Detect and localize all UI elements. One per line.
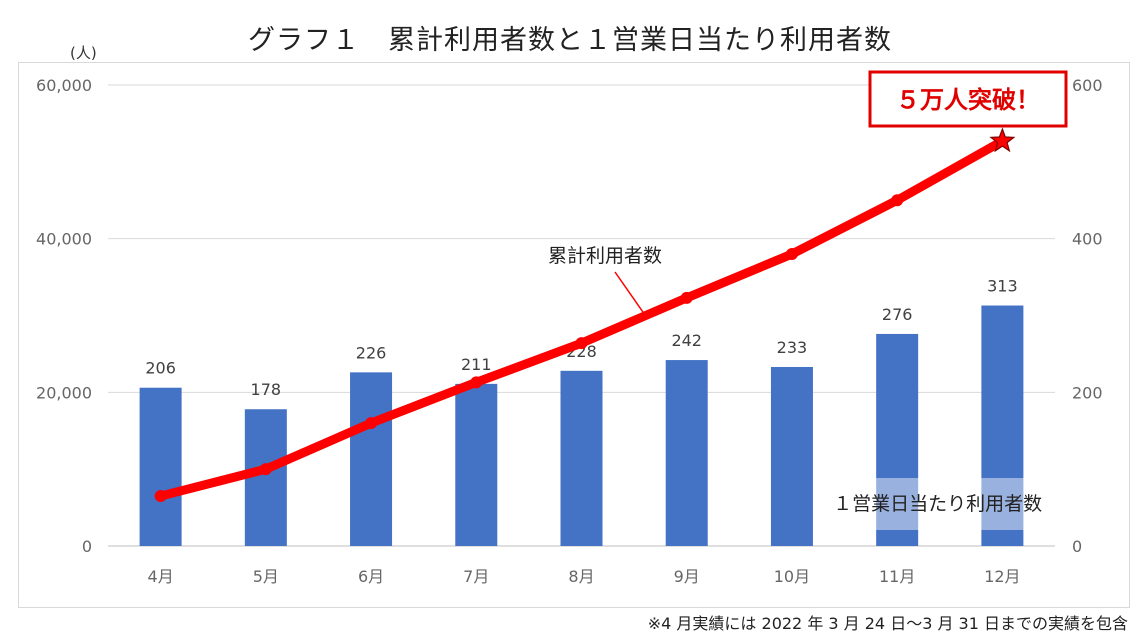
line-label-leader — [614, 271, 646, 316]
y-left-tick-label: 20,000 — [36, 383, 92, 402]
x-tick-label: 5月 — [253, 567, 279, 586]
x-tick-label: 10月 — [774, 567, 810, 586]
bar-data-label: 226 — [356, 343, 387, 362]
y-right-tick-label: 0 — [1072, 537, 1082, 556]
bar-data-label: 178 — [251, 380, 282, 399]
bar — [981, 305, 1024, 546]
x-tick-label: 11月 — [879, 567, 915, 586]
line-point — [259, 463, 272, 476]
line-point — [365, 417, 378, 430]
x-tick-label: 7月 — [463, 567, 489, 586]
plot-area-frame — [18, 62, 1130, 608]
line-point — [575, 337, 588, 350]
bar-series-label: １営業日当たり利用者数 — [833, 493, 1042, 515]
line-point — [785, 248, 798, 261]
bar-series-label-bg — [813, 478, 1052, 530]
bar — [350, 372, 393, 546]
callout-text: ５万人突破！ — [896, 86, 1040, 114]
bar — [139, 387, 182, 546]
y-right-tick-label: 400 — [1072, 230, 1103, 249]
x-tick-label: 4月 — [148, 567, 174, 586]
y-axis-unit-label: (人) — [70, 44, 97, 62]
y-right-tick-label: 600 — [1072, 76, 1103, 95]
x-tick-label: 8月 — [568, 567, 594, 586]
bar — [560, 370, 603, 546]
bar-data-label: 211 — [461, 355, 492, 374]
axes: 0 20,000 40,000 60,000 0 200 400 600 4月 5月 6月 7月 8月 9… — [36, 76, 1103, 586]
bar — [455, 383, 498, 546]
bar — [665, 360, 708, 546]
star-marker — [989, 127, 1016, 153]
bar — [244, 409, 287, 546]
line-point — [470, 376, 483, 389]
y-left-tick-label: 0 — [82, 537, 92, 556]
y-left-tick-label: 60,000 — [36, 76, 92, 95]
bar — [770, 366, 813, 546]
bar-data-label: 276 — [882, 305, 913, 324]
line-point — [680, 291, 693, 304]
y-right-tick-label: 200 — [1072, 383, 1103, 402]
bar — [876, 333, 919, 546]
x-tick-label: 6月 — [358, 567, 384, 586]
annotations: １営業日当たり利用者数 累計利用者数 ５万人突破！ — [548, 70, 1068, 530]
bar-data-label: 233 — [777, 338, 808, 357]
line-series-label: 累計利用者数 — [548, 245, 662, 267]
x-tick-label: 12月 — [984, 567, 1020, 586]
bar-data-label: 313 — [987, 277, 1018, 296]
y-left-tick-label: 40,000 — [36, 230, 92, 249]
bar-data-label: 242 — [671, 331, 702, 350]
line-point — [154, 490, 167, 503]
line-point — [891, 194, 904, 207]
chart-title: グラフ１ 累計利用者数と１営業日当たり利用者数 — [248, 25, 892, 56]
bar-data-label: 206 — [145, 359, 176, 378]
x-tick-label: 9月 — [674, 567, 700, 586]
line-series — [154, 127, 1016, 503]
callout-box — [868, 70, 1068, 128]
footnote: ※4 月実績には 2022 年 3 月 24 日～3 月 31 日までの実績を包… — [647, 614, 1128, 633]
